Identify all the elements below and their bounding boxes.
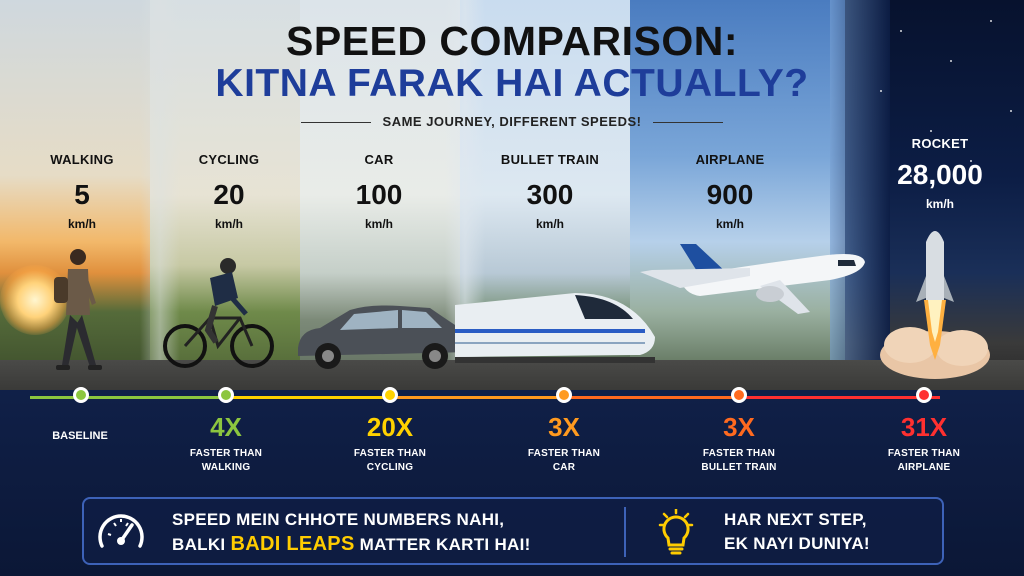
vehicle-unit: km/h (925, 197, 954, 211)
multiplier-desc: FASTER THAN WALKING (189, 448, 263, 473)
lightbulb-icon (658, 509, 694, 555)
vehicle-speed: 28,000 (897, 159, 983, 190)
multiplier-value: 4X (210, 412, 242, 442)
rocket-illustration (880, 231, 990, 379)
timeline-dot-car (382, 387, 398, 403)
vehicle-unit: km/h (535, 217, 564, 231)
vehicle-name: ROCKET (911, 136, 969, 151)
divider (140, 0, 180, 390)
vehicle-unit: km/h (364, 217, 393, 231)
vehicle-name: CYCLING (198, 152, 260, 167)
speedometer-icon (98, 514, 144, 548)
multiplier-value: 20X (366, 412, 414, 442)
vehicle-unit: km/h (214, 217, 243, 231)
timeline-dot-rocket (916, 387, 932, 403)
vehicle-speed: 20 (213, 179, 245, 210)
footer-right-text: HAR NEXT STEP, EK NAYI DUNIYA! (724, 508, 870, 556)
vehicle-speed: 300 (526, 179, 574, 210)
footer-divider (624, 507, 626, 557)
multiplier-train: 3X FASTER THAN CAR (489, 412, 639, 475)
airplane-illustration (640, 244, 865, 314)
footer-right-line1: HAR NEXT STEP, (724, 510, 867, 529)
walker-illustration (54, 249, 102, 370)
multiplier-value: 3X (723, 412, 755, 442)
multiplier-airplane: 3X FASTER THAN BULLET TRAIN (664, 412, 814, 475)
subtitle: SAME JOURNEY, DIFFERENT SPEEDS! (300, 114, 724, 129)
vehicle-name: AIRPLANE (695, 152, 765, 167)
vehicle-speed: 5 (74, 179, 90, 210)
baseline-label: BASELINE (52, 430, 108, 442)
timeline-dot-airplane (731, 387, 747, 403)
timeline-dot-cycling (218, 387, 234, 403)
multiplier-rocket: 31X FASTER THAN AIRPLANE (849, 412, 999, 475)
vehicle-walking: WALKING 5 km/h (17, 152, 147, 231)
vehicle-speed: 100 (355, 179, 403, 210)
footer-left-line1: SPEED MEIN CHHOTE NUMBERS NAHI, (172, 510, 505, 529)
cyclist-illustration (163, 258, 274, 368)
timeline-dot-train (556, 387, 572, 403)
title-line1: SPEED COMPARISON: (286, 18, 738, 64)
timeline-line (30, 396, 940, 399)
multiplier-cycling: 4X FASTER THAN WALKING (151, 412, 301, 475)
bullet-train-illustration (455, 293, 655, 363)
footer-right-line2: EK NAYI DUNIYA! (724, 534, 870, 553)
vehicle-name: BULLET TRAIN (500, 152, 600, 167)
footer-left-text: SPEED MEIN CHHOTE NUMBERS NAHI, BALKI BA… (172, 508, 531, 557)
vehicle-airplane: AIRPLANE 900 km/h (665, 152, 795, 231)
footer-highlight: BADI LEAPS (230, 533, 355, 555)
vehicle-rocket: ROCKET 28,000 km/h (875, 136, 1005, 211)
vehicle-bullet-train: BULLET TRAIN 300 km/h (485, 152, 615, 231)
vehicle-name: WALKING (50, 152, 114, 167)
multiplier-car: 20X FASTER THAN CYCLING (315, 412, 465, 475)
airplane-background (630, 0, 860, 390)
multiplier-desc: FASTER THAN AIRPLANE (887, 448, 961, 473)
timeline-dot-walking (73, 387, 89, 403)
vehicle-car: CAR 100 km/h (314, 152, 444, 231)
footer-message-box: SPEED MEIN CHHOTE NUMBERS NAHI, BALKI BA… (82, 497, 944, 565)
multiplier-desc: FASTER THAN BULLET TRAIN (701, 448, 777, 473)
multiplier-value: 3X (548, 412, 580, 442)
vehicle-cycling: CYCLING 20 km/h (164, 152, 294, 231)
vehicle-unit: km/h (715, 217, 744, 231)
vehicle-speed: 900 (706, 179, 754, 210)
road (0, 360, 1024, 390)
car-illustration (298, 305, 471, 369)
vehicle-unit: km/h (67, 217, 96, 231)
vehicle-name: CAR (364, 152, 394, 167)
multiplier-desc: FASTER THAN CYCLING (353, 448, 427, 473)
footer-left-line2: BALKI BADI LEAPS MATTER KARTI HAI! (172, 533, 531, 555)
divider (830, 0, 890, 390)
multiplier-value: 31X (900, 412, 948, 442)
stars (860, 0, 1024, 200)
multiplier-desc: FASTER THAN CAR (527, 448, 601, 473)
title-line2: KITNA FARAK HAI ACTUALLY? (215, 62, 809, 105)
